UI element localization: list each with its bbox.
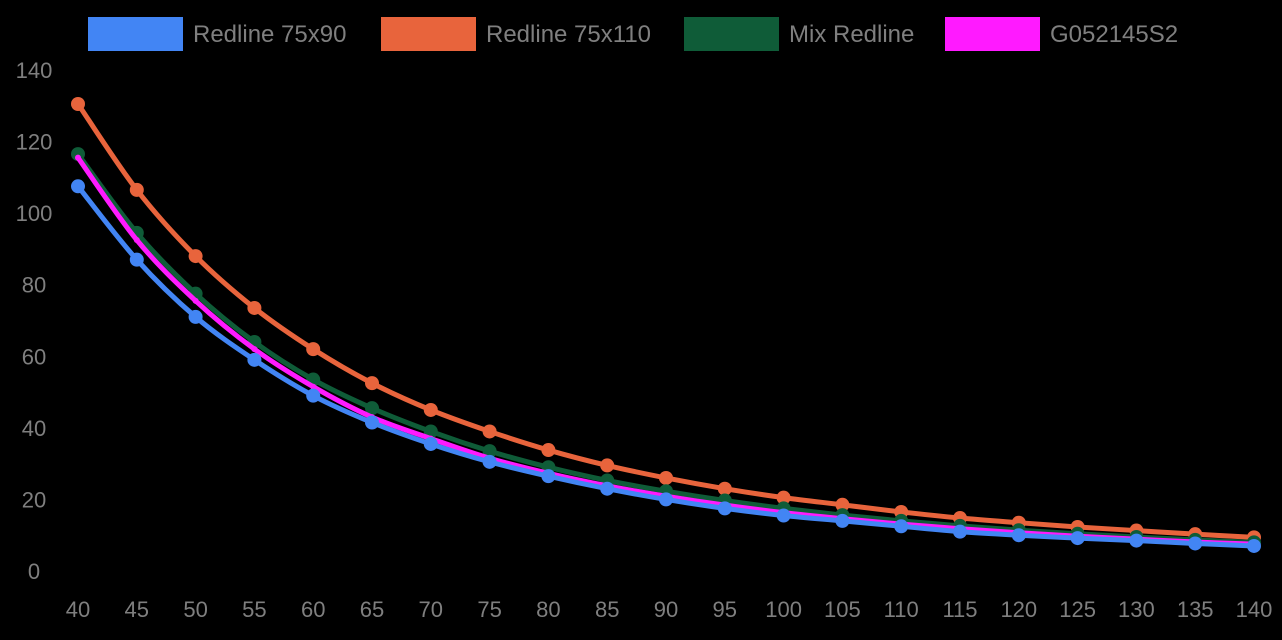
data-point (541, 443, 556, 458)
data-point (717, 481, 732, 496)
data-point (423, 436, 438, 451)
legend-swatch (381, 17, 476, 51)
y-tick-label: 140 (16, 58, 53, 83)
data-point (776, 490, 791, 505)
data-point (133, 236, 140, 243)
x-tick-label: 135 (1177, 597, 1214, 622)
x-tick-label: 85 (595, 597, 619, 622)
series-group (71, 97, 1261, 553)
data-point (71, 147, 85, 162)
data-point (365, 415, 379, 430)
legend-label: Mix Redline (789, 21, 914, 48)
data-point (717, 501, 732, 516)
data-point (835, 513, 850, 528)
x-tick-label: 45 (125, 597, 149, 622)
y-tick-label: 120 (16, 130, 53, 155)
data-point (1188, 536, 1203, 551)
x-tick-label: 140 (1236, 597, 1273, 622)
data-point (1011, 528, 1026, 543)
x-tick-label: 100 (765, 597, 802, 622)
x-tick-label: 80 (536, 597, 560, 622)
legend-label: Redline 75x110 (486, 21, 651, 48)
x-tick-label: 115 (942, 597, 977, 622)
data-point (1247, 538, 1261, 553)
data-point (776, 508, 791, 523)
data-point (306, 342, 321, 357)
y-tick-label: 60 (22, 344, 46, 369)
x-tick-label: 50 (183, 597, 207, 622)
y-tick-label: 80 (22, 273, 46, 298)
y-tick-label: 100 (16, 201, 53, 226)
data-point (71, 179, 85, 194)
data-point (306, 388, 321, 403)
legend-item: Redline 75x90 (88, 17, 346, 51)
legend-label: Redline 75x90 (193, 21, 346, 48)
x-tick-label: 110 (884, 597, 919, 622)
y-axis: 0 20 40 60 80 100 120 140 (16, 58, 53, 584)
data-point (247, 352, 262, 367)
y-tick-label: 40 (22, 416, 46, 441)
legend: Redline 75x90 Redline 75x110 Mix Redline G0… (88, 17, 1178, 51)
x-tick-label: 65 (360, 597, 384, 622)
legend-item: G052145S2 (945, 17, 1178, 51)
data-point (251, 346, 258, 353)
x-tick-label: 70 (419, 597, 443, 622)
x-tick-label: 40 (66, 597, 90, 622)
series-redline-75x90 (71, 179, 1261, 553)
data-point (835, 497, 850, 512)
x-tick-label: 75 (477, 597, 501, 622)
data-point (129, 252, 144, 267)
legend-swatch (684, 17, 779, 51)
legend-label: G052145S2 (1050, 21, 1178, 48)
data-point (953, 524, 967, 539)
data-point (541, 469, 556, 484)
x-tick-label: 125 (1059, 597, 1096, 622)
data-point (188, 249, 203, 264)
y-tick-label: 0 (28, 559, 40, 584)
data-point (365, 376, 379, 391)
legend-swatch (945, 17, 1040, 51)
data-point (600, 458, 615, 473)
data-point (659, 492, 673, 507)
x-tick-label: 55 (242, 597, 266, 622)
data-point (365, 401, 379, 416)
data-point (129, 182, 144, 197)
x-tick-label: 130 (1118, 597, 1155, 622)
legend-item: Mix Redline (684, 17, 914, 51)
data-point (423, 402, 438, 417)
data-point (600, 481, 615, 496)
data-point (188, 309, 203, 324)
data-point (310, 383, 317, 390)
data-point (894, 519, 909, 534)
data-point (482, 424, 497, 439)
data-point (1070, 531, 1085, 546)
x-tick-label: 90 (654, 597, 678, 622)
data-point (247, 300, 262, 315)
x-tick-label: 95 (713, 597, 737, 622)
data-point (75, 154, 81, 161)
legend-swatch (88, 17, 183, 51)
data-point (482, 454, 497, 469)
x-tick-label: 105 (824, 597, 861, 622)
legend-item: Redline 75x110 (381, 17, 651, 51)
data-point (192, 297, 199, 304)
data-point (71, 97, 85, 111)
y-tick-label: 20 (22, 487, 46, 512)
x-tick-label: 60 (301, 597, 325, 622)
data-point (659, 470, 673, 485)
data-point (1129, 533, 1144, 548)
x-axis: 40 45 50 55 60 65 70 75 80 85 90 95 100 105 110 115 120 1… (66, 597, 1273, 622)
x-tick-label: 120 (1000, 597, 1037, 622)
